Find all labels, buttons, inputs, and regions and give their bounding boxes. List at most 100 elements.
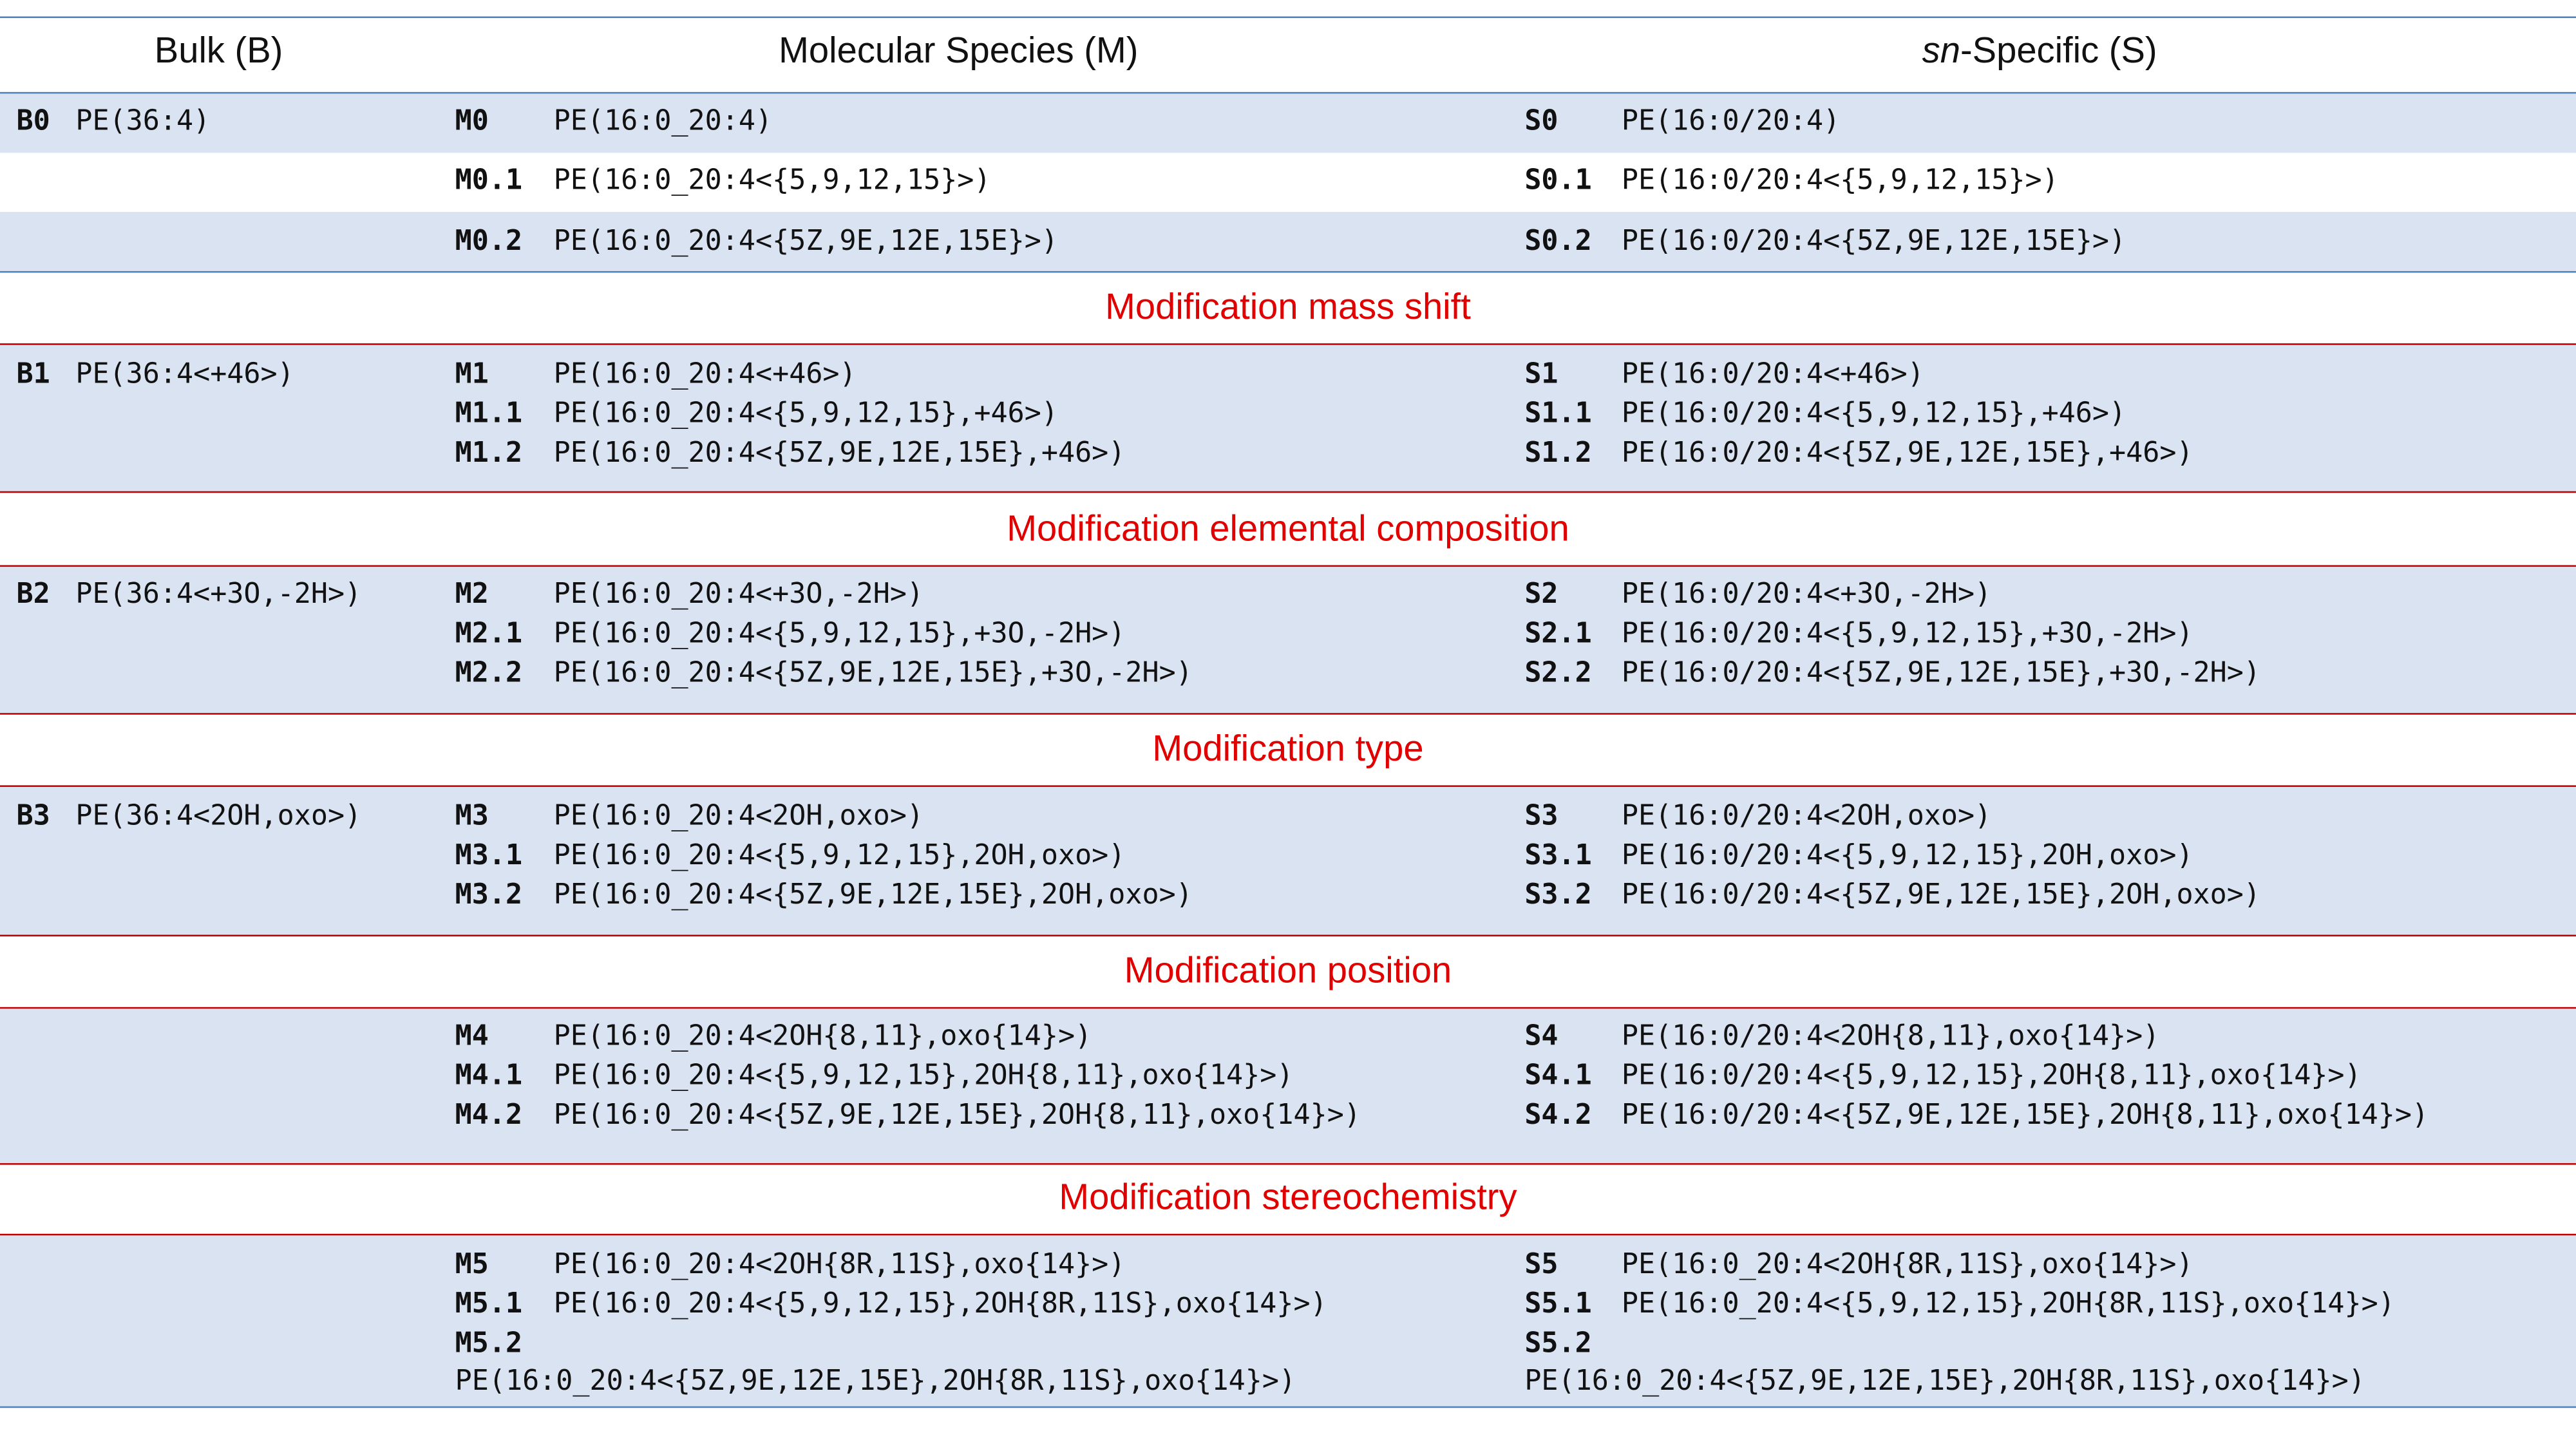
header-sn-italic: sn [1922,29,1960,71]
entry-name: PE(36:4) [75,105,211,138]
entry-id: S2.2 [1524,657,1592,690]
rule-before-s5 [0,1163,2576,1165]
entry-id: M2 [455,578,489,611]
header-molecular: Molecular Species (M) [779,29,1139,71]
header-rule [0,91,2576,94]
entry-name: PE(16:0_20:4<{5,9,12,15}>) [553,164,991,198]
rule-after-s1 [0,343,2576,345]
row-band-0 [0,93,2576,153]
entry-id: S1.2 [1524,437,1592,470]
header-bulk: Bulk (B) [154,29,283,71]
entry-name: PE(16:0_20:4<{5Z,9E,12E,15E}>) [553,225,1058,258]
entry-id: M5.2 [455,1327,523,1361]
entry-id: S5 [1524,1248,1558,1282]
entry-name: PE(16:0/20:4<{5,9,12,15},+3O,-2H>) [1621,618,2193,651]
entry-id: M0 [455,105,489,138]
entry-id: M2.2 [455,657,523,690]
entry-name: PE(16:0_20:4<{5,9,12,15},2OH{8R,11S},oxo… [553,1287,1327,1321]
entry-name: PE(16:0/20:4<+46>) [1621,358,1924,392]
entry-name: PE(16:0_20:4<2OH{8R,11S},oxo{14}>) [553,1248,1126,1282]
entry-name: PE(16:0/20:4<{5Z,9E,12E,15E}>) [1621,225,2126,258]
entry-name: PE(16:0_20:4<{5,9,12,15},2OH{8,11},oxo{1… [553,1059,1294,1093]
entry-name: PE(16:0_20:4<+3O,-2H>) [553,578,924,611]
entry-id: S1.1 [1524,397,1592,431]
entry-name: PE(36:4<+3O,-2H>) [75,578,362,611]
entry-id: S4.1 [1524,1059,1592,1093]
row-band-1 [0,345,2576,491]
rule-before-s4 [0,934,2576,937]
entry-id: M1.2 [455,437,523,470]
entry-id: S5.2 [1524,1327,1592,1361]
row-band-0-2 [0,212,2576,271]
entry-name: PE(16:0/20:4<{5,9,12,15},+46>) [1621,397,2126,431]
entry-name: PE(16:0/20:4<{5,9,12,15},2OH{8,11},oxo{1… [1621,1059,2362,1093]
row-band-3 [0,786,2576,935]
entry-name: PE(16:0_20:4<+46>) [553,358,857,392]
rule-after-s2 [0,565,2576,567]
entry-id: S4.2 [1524,1099,1592,1132]
entry-id: M4.1 [455,1059,523,1093]
section-stereochemistry: Modification stereochemistry [1059,1176,1517,1218]
entry-name: PE(16:0/20:4<{5Z,9E,12E,15E},+3O,-2H>) [1621,657,2261,690]
entry-name: PE(16:0/20:4<{5Z,9E,12E,15E},+46>) [1621,437,2193,470]
entry-name: PE(16:0/20:4<2OH{8,11},oxo{14}>) [1621,1020,2160,1054]
entry-id: M0.2 [455,225,523,258]
entry-name: PE(16:0/20:4) [1621,105,1841,138]
entry-name: PE(16:0/20:4<{5,9,12,15}>) [1621,164,2059,198]
entry-name: PE(16:0_20:4<{5,9,12,15},2OH,oxo>) [553,839,1126,873]
rule-after-s3 [0,785,2576,787]
entry-id: S2.1 [1524,618,1592,651]
row-band-2 [0,567,2576,714]
entry-name: PE(36:4<+46>) [75,358,294,392]
entry-name: PE(16:0/20:4<{5,9,12,15},2OH,oxo>) [1621,839,2193,873]
entry-id: M0.1 [455,164,523,198]
section-elemental-composition: Modification elemental composition [1007,507,1569,549]
entry-id: S0 [1524,105,1558,138]
entry-id: B3 [16,800,50,833]
entry-id: M5.1 [455,1287,523,1321]
entry-name: PE(16:0_20:4<{5Z,9E,12E,15E},2OH{8R,11S}… [455,1365,1296,1398]
row-band-5 [0,1235,2576,1406]
entry-name: PE(16:0_20:4<2OH,oxo>) [553,800,924,833]
entry-id: M3 [455,800,489,833]
rule-before-s3 [0,713,2576,715]
entry-name: PE(16:0_20:4<{5Z,9E,12E,15E},2OH{8R,11S}… [1524,1365,2365,1398]
entry-name: PE(16:0_20:4<{5Z,9E,12E,15E},+46>) [553,437,1126,470]
header-sn-rest: -Specific (S) [1960,29,2157,71]
rule-after-s5 [0,1233,2576,1236]
entry-id: M4 [455,1020,489,1054]
entry-name: PE(16:0_20:4<{5Z,9E,12E,15E},+3O,-2H>) [553,657,1193,690]
entry-id: B2 [16,578,50,611]
entry-name: PE(16:0_20:4<2OH{8,11},oxo{14}>) [553,1020,1092,1054]
entry-name: PE(16:0/20:4<+3O,-2H>) [1621,578,1992,611]
entry-id: S5.1 [1524,1287,1592,1321]
section-mass-shift: Modification mass shift [1105,285,1471,327]
entry-name: PE(16:0_20:4<{5,9,12,15},2OH{8R,11S},oxo… [1621,1287,2395,1321]
entry-id: S2 [1524,578,1558,611]
entry-id: M1 [455,358,489,392]
rule-before-s2 [0,491,2576,493]
entry-name: PE(16:0_20:4<{5Z,9E,12E,15E},2OH,oxo>) [553,878,1193,912]
entry-id: S3.2 [1524,878,1592,912]
header-sn-specific: sn-Specific (S) [1922,30,2157,72]
rule-before-s1 [0,270,2576,273]
entry-id: B1 [16,358,50,392]
entry-name: PE(36:4<2OH,oxo>) [75,800,362,833]
entry-id: S1 [1524,358,1558,392]
entry-name: PE(16:0_20:4) [553,105,773,138]
entry-id: S3.1 [1524,839,1592,873]
entry-id: M3.2 [455,878,523,912]
entry-id: S4 [1524,1020,1558,1054]
entry-name: PE(16:0_20:4<{5,9,12,15},+3O,-2H>) [553,618,1126,651]
entry-id: M5 [455,1248,489,1282]
entry-name: PE(16:0/20:4<{5Z,9E,12E,15E},2OH{8,11},o… [1621,1099,2429,1132]
entry-name: PE(16:0_20:4<{5,9,12,15},+46>) [553,397,1058,431]
bottom-rule [0,1406,2576,1408]
entry-id: M3.1 [455,839,523,873]
rule-after-s4 [0,1007,2576,1009]
entry-id: S0.2 [1524,225,1592,258]
section-type: Modification type [1152,728,1424,769]
entry-name: PE(16:0_20:4<2OH{8R,11S},oxo{14}>) [1621,1248,2193,1282]
entry-id: M2.1 [455,618,523,651]
entry-id: M1.1 [455,397,523,431]
